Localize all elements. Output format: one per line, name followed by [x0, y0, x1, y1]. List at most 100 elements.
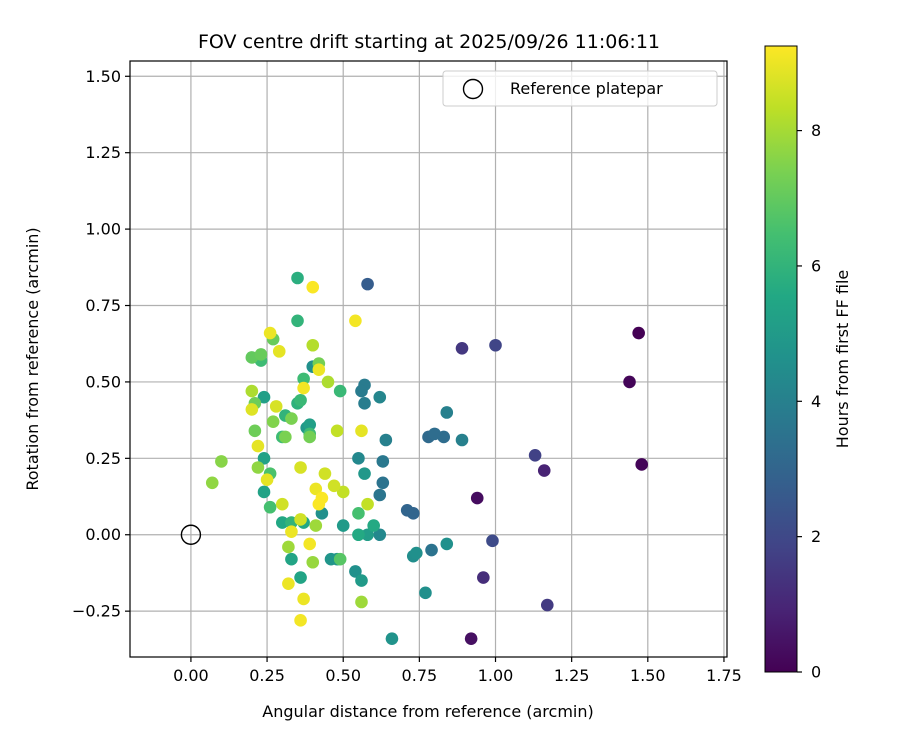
scatter-point — [297, 372, 310, 386]
data-points — [205, 271, 649, 645]
x-tick-label: 0.25 — [249, 666, 285, 685]
scatter-point — [349, 565, 362, 578]
scatter-point — [379, 433, 393, 447]
scatter-point — [257, 390, 271, 404]
x-tick-label: 1.25 — [554, 666, 590, 685]
y-tick-label: 1.50 — [85, 67, 121, 86]
scatter-point — [294, 513, 307, 526]
legend: Reference platepar — [442, 70, 718, 107]
y-tick-label: 1.25 — [85, 143, 121, 162]
scatter-point — [376, 455, 390, 468]
scatter-point — [333, 384, 347, 398]
scatter-point — [635, 458, 649, 471]
reference-marker-group — [180, 524, 202, 545]
scatter-point — [333, 552, 347, 566]
scatter-point — [306, 555, 320, 569]
scatter-point — [269, 400, 283, 413]
scatter-point — [428, 427, 441, 441]
scatter-point — [358, 397, 371, 410]
scatter-point — [373, 390, 387, 404]
y-axis-ticks: −0.25 0.00 0.25 0.50 0.75 1.00 1.25 1.50 — [72, 67, 130, 621]
scatter-point — [537, 464, 551, 477]
legend-label: Reference platepar — [510, 79, 663, 98]
scatter-point — [315, 491, 329, 505]
scatter-point — [279, 430, 292, 444]
scatter-point — [355, 384, 368, 398]
scatter-point — [294, 571, 307, 584]
scatter-point — [248, 424, 262, 438]
y-tick-label: −0.25 — [72, 602, 121, 621]
scatter-point — [297, 592, 310, 606]
scatter-point — [275, 497, 289, 511]
scatter-point — [425, 543, 438, 557]
colorbar-tick-label: 8 — [811, 121, 821, 140]
plot-frame — [129, 60, 728, 658]
colorbar-tick-label: 2 — [811, 527, 821, 546]
scatter-point — [272, 345, 286, 358]
scatter-point — [361, 277, 374, 291]
scatter-point — [355, 595, 368, 609]
grid-lines — [130, 61, 727, 657]
scatter-point — [306, 280, 320, 294]
scatter-point — [477, 571, 490, 584]
scatter-point — [361, 528, 374, 542]
colorbar-tick-label: 0 — [811, 663, 821, 682]
scatter-point — [486, 534, 499, 548]
legend-box — [442, 70, 718, 107]
scatter-point — [440, 537, 454, 551]
scatter-point — [312, 363, 326, 376]
scatter-point — [275, 516, 289, 529]
x-tick-label: 0.50 — [325, 666, 361, 685]
scatter-point — [260, 473, 274, 487]
colorbar-label: Hours from first FF file — [833, 270, 852, 449]
colorbar-tick-label: 4 — [811, 392, 821, 411]
scatter-point — [373, 528, 387, 542]
y-tick-label: 0.25 — [85, 449, 121, 468]
scatter-point — [540, 598, 554, 612]
x-axis-ticks: 0.00 0.25 0.50 0.75 1.00 1.25 1.50 1.75 — [173, 657, 742, 685]
scatter-point — [251, 461, 265, 474]
scatter-point — [294, 393, 307, 407]
scatter-point — [336, 485, 350, 499]
x-tick-label: 0.75 — [402, 666, 438, 685]
x-tick-label: 1.75 — [706, 666, 742, 685]
x-tick-label: 1.50 — [630, 666, 666, 685]
y-axis-label: Rotation from reference (arcmin) — [23, 227, 42, 490]
scatter-point — [327, 479, 341, 493]
scatter-point — [285, 412, 298, 425]
scatter-point — [297, 381, 310, 395]
scatter-point — [464, 632, 478, 645]
reference-platepar-marker — [180, 524, 202, 545]
scatter-point — [285, 525, 298, 538]
y-tick-label: 0.50 — [85, 372, 121, 391]
scatter-point — [309, 519, 323, 532]
colorbar-tick-label: 6 — [811, 256, 821, 275]
scatter-point — [455, 342, 469, 355]
scatter-point — [373, 488, 387, 502]
scatter-point — [318, 467, 332, 480]
scatter-point — [215, 455, 228, 468]
scatter-point — [455, 433, 469, 447]
colorbar-gradient — [764, 45, 798, 673]
scatter-point — [266, 415, 280, 428]
y-tick-label: 0.00 — [85, 525, 121, 544]
scatter-point — [440, 406, 454, 419]
scatter-point — [254, 348, 268, 361]
scatter-point — [309, 482, 323, 496]
scatter-point — [285, 552, 298, 566]
x-tick-label: 0.00 — [173, 666, 209, 685]
x-tick-label: 1.00 — [478, 666, 514, 685]
scatter-point — [528, 448, 542, 462]
scatter-point — [303, 430, 317, 444]
scatter-point — [263, 326, 277, 340]
scatter-point — [352, 452, 365, 465]
colorbar: 0 2 4 6 8 Hours from first FF file — [764, 45, 852, 682]
scatter-point — [632, 326, 645, 340]
scatter-point — [355, 424, 368, 438]
scatter-point — [355, 574, 368, 587]
scatter-point — [336, 519, 350, 532]
scatter-point — [291, 271, 304, 285]
scatter-point — [257, 485, 271, 499]
chart-title: FOV centre drift starting at 2025/09/26 … — [198, 31, 660, 53]
